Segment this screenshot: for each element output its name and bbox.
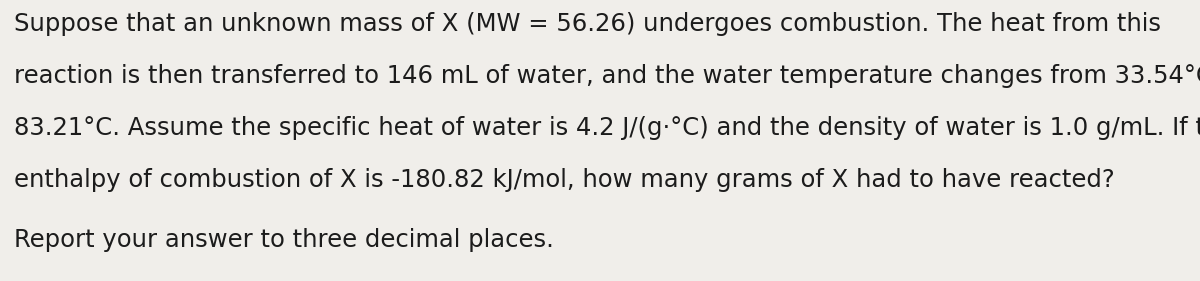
Text: Suppose that an unknown mass of X (MW = 56.26) undergoes combustion. The heat fr: Suppose that an unknown mass of X (MW = … <box>14 12 1162 36</box>
Text: 83.21°C. Assume the specific heat of water is 4.2 J/(g·°C) and the density of wa: 83.21°C. Assume the specific heat of wat… <box>14 116 1200 140</box>
Text: enthalpy of combustion of X is -180.82 kJ/mol, how many grams of X had to have r: enthalpy of combustion of X is -180.82 k… <box>14 168 1115 192</box>
Text: reaction is then transferred to 146 mL of water, and the water temperature chang: reaction is then transferred to 146 mL o… <box>14 64 1200 88</box>
Text: Report your answer to three decimal places.: Report your answer to three decimal plac… <box>14 228 554 252</box>
